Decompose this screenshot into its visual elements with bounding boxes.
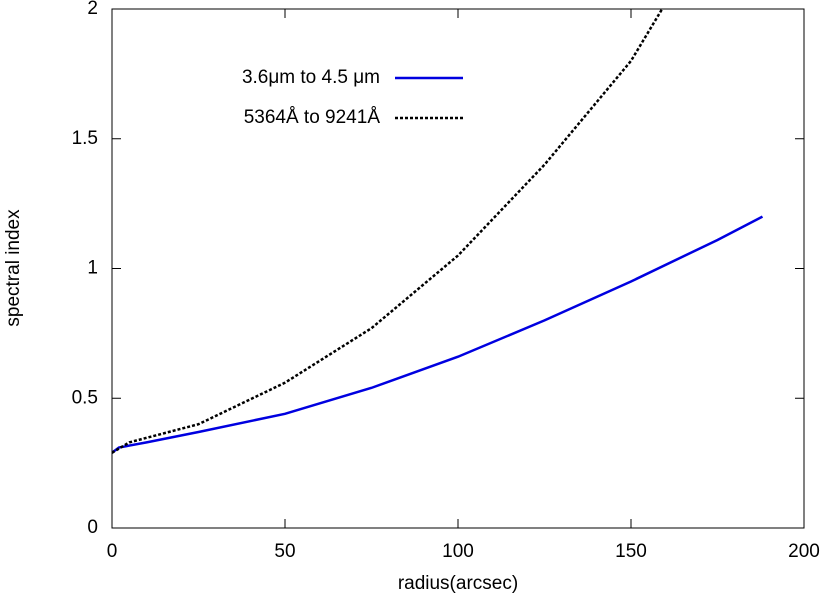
plot-frame	[111, 8, 805, 529]
x-axis-label: radius(arcsec)	[398, 573, 518, 594]
y-tick-label: 2	[87, 0, 98, 19]
x-tick-label: 200	[788, 541, 820, 562]
y-axis-label: spectral index	[3, 209, 24, 327]
y-tick-label: 0	[87, 517, 98, 538]
legend-label: 3.6μm to 4.5 μm	[242, 67, 380, 88]
x-tick-label: 100	[442, 541, 474, 562]
series-line	[112, 215, 764, 454]
y-tick-label: 1	[87, 258, 98, 279]
x-tick-label: 50	[274, 541, 295, 562]
y-tick-label: 1.5	[72, 128, 98, 149]
legend-label: 5364Å to 9241Å	[244, 107, 381, 128]
y-tick-label: 0.5	[72, 387, 98, 408]
x-tick-label: 0	[107, 541, 118, 562]
x-tick-label: 150	[615, 541, 647, 562]
series-line	[112, 9, 664, 454]
